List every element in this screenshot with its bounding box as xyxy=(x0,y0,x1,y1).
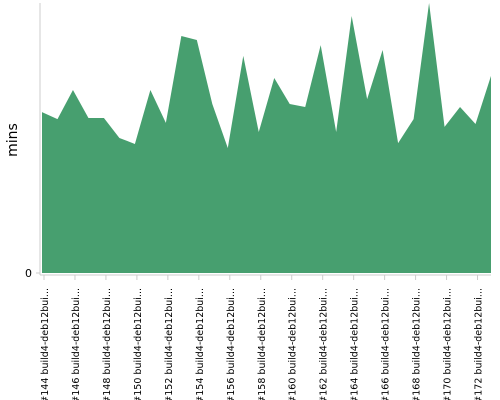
x-tick-label: #170 build4-deb12bui... xyxy=(443,288,454,400)
x-tick-label: #162 build4-deb12bui... xyxy=(319,288,330,400)
y-tick-label: 0 xyxy=(25,267,32,280)
x-tick-label: #160 build4-deb12bui... xyxy=(288,288,299,400)
x-tick-label: #168 build4-deb12bui... xyxy=(412,288,423,400)
area xyxy=(42,3,491,273)
x-tick-label: #148 build4-deb12bui... xyxy=(102,288,113,400)
x-tick-label: #164 build4-deb12bui... xyxy=(350,288,361,400)
x-tick-label: #156 build4-deb12bui... xyxy=(226,288,237,400)
x-tick-label: #146 build4-deb12bui... xyxy=(71,288,82,400)
x-tick-label: #150 build4-deb12bui... xyxy=(133,288,144,400)
x-tick-label: #172 build4-deb12bui... xyxy=(474,288,485,400)
y-axis-label: mins xyxy=(5,123,21,157)
x-tick-label: #154 build4-deb12bui... xyxy=(195,288,206,400)
x-tick-label: #152 build4-deb12bui... xyxy=(164,288,175,400)
x-tick-label: #166 build4-deb12bui... xyxy=(381,288,392,400)
x-tick-label: #144 build4-deb12bui... xyxy=(40,288,51,400)
x-tick-label: #158 build4-deb12bui... xyxy=(257,288,268,400)
